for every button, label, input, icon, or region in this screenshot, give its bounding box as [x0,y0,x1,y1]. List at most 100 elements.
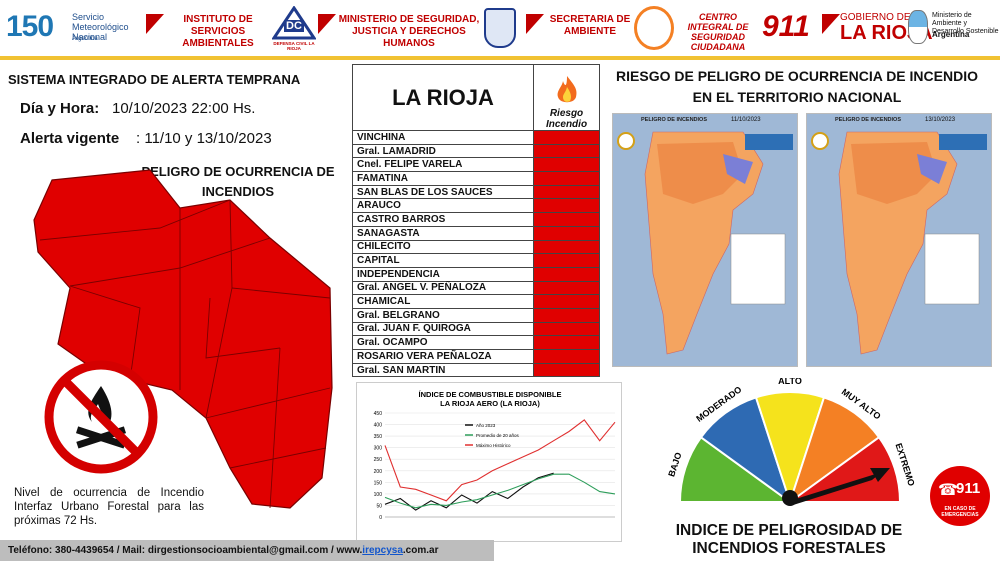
department-name: CASTRO BARROS [352,212,534,227]
flame-icon [557,76,577,103]
department-name: CHAMICAL [352,294,534,309]
gauge-needle-tip [870,468,890,482]
risk-cell [533,253,600,268]
table-row: CHAMICAL [352,294,600,309]
risk-cell [533,171,600,186]
table-row: SANAGASTA [352,225,600,241]
risk-cell [533,212,600,227]
table-row: SAN BLAS DE LOS SAUCES [352,184,600,200]
map-panel-1: PELIGRO DE INCENDIOS 11/10/2023 [612,113,798,367]
table-row: VINCHINA [352,130,600,145]
map1-ministry-icon [745,134,793,150]
header-divider [0,56,1000,60]
badge-911-number: 911 [956,480,981,497]
table-row: Gral. LAMADRID [352,143,600,159]
department-name: CHILECITO [352,239,534,255]
smn-logo: 150 Servicio Meteorológico Nacional Arge… [6,10,146,48]
y-tick-label: 300 [374,446,383,452]
series-line [384,419,616,502]
ministerio-seguridad-label: MINISTERIO DE SEGURIDAD, JUSTICIA Y DERE… [338,14,480,49]
legend-label: Promedio de 20 años [476,433,520,438]
risk-cell [533,335,600,350]
no-fire-sign [44,360,158,474]
phone-icon: ☎ [938,482,958,499]
dia-hora-value: 10/10/2023 22:00 Hs. [112,100,256,117]
y-tick-label: 150 [374,480,383,486]
red-flag-icon [822,14,840,34]
table-title: LA RIOJA [352,64,534,131]
table-row: Gral. OCAMPO [352,335,600,350]
risk-cell [533,321,600,337]
header-bar: 150 Servicio Meteorológico Nacional Arge… [0,0,1000,58]
department-name: SAN BLAS DE LOS SAUCES [352,184,534,200]
footer-link[interactable]: irepcysa [362,545,403,556]
gauge-label: ALTO [778,378,802,386]
risk-table: LA RIOJA Riesgo Incendio VINCHINA Gral. L… [352,64,600,378]
peligro-title: PELIGRO DE OCURRENCIA DE INCENDIOS [141,164,335,199]
department-name: Gral. JUAN F. QUIROGA [352,321,534,337]
footer-bar: Teléfono: 380-4439654 / Mail: dirgestion… [0,540,494,561]
table-row: CHILECITO [352,239,600,255]
la-rioja-map [33,169,333,509]
inst-servicios-label: INSTITUTO DE SERVICIOS AMBIENTALES [182,14,254,49]
department-name: Cnel. FELIPE VARELA [352,157,534,173]
gauge-label: BAJO [666,451,683,478]
police-shield-icon [484,8,516,48]
table-row: INDEPENDENCIA [352,266,600,282]
table-row: Gral. ANGEL V. PEÑALOZA [352,280,600,296]
risk-cell [533,239,600,255]
map2-ministry-icon [939,134,987,150]
map1-date: 11/10/2023 [731,117,761,123]
map2-title: PELIGRO DE INCENDIOS [835,117,902,123]
department-name: Gral. ANGEL V. PEÑALOZA [352,280,534,296]
red-flag-icon [146,14,164,34]
risk-cell [533,266,600,282]
risk-cell [533,362,600,378]
risk-cell [533,280,600,296]
map1-seal-icon [617,132,635,150]
risk-cell [533,184,600,200]
series-line [384,472,554,511]
dc-badge: DC [284,20,304,32]
chart-title-line-2: LA RIOJA AERO (LA RIOJA) [440,399,540,408]
y-tick-label: 100 [374,492,383,498]
table-row: Gral. JUAN F. QUIROGA [352,321,600,337]
red-flag-icon [526,14,544,34]
badge-911: ☎ 911 EN CASO DE EMERGENCIAS [930,466,990,526]
red-flag-icon [318,14,336,34]
y-tick-label: 450 [374,411,383,417]
centro-integral-label: CENTRO INTEGRAL DE SEGURIDAD CIUDADANA [687,12,749,52]
table-row: Cnel. FELIPE VARELA [352,157,600,173]
department-name: ARAUCO [352,198,534,214]
department-name: Gral. SAN MARTIN [352,362,534,378]
maps-title: RIESGO DE PELIGRO DE OCURRENCIA DE INCEN… [616,68,978,105]
risk-cell [533,307,600,323]
risk-cell [533,143,600,159]
no-fire-icon [44,360,158,474]
table-row: Gral. BELGRANO [352,307,600,323]
min-ambiente-country: Argentina [932,30,970,39]
y-tick-label: 400 [374,423,383,429]
smn-name: Servicio Meteorológico Nacional [72,12,129,42]
department-name: SANAGASTA [352,225,534,241]
department-name: INDEPENDENCIA [352,266,534,282]
secretaria-label: SECRETARIA DE AMBIENTE [549,14,631,37]
dia-hora-label: Día y Hora: [20,100,100,117]
911-label: 911 [762,10,810,43]
department-name: ROSARIO VERA PEÑALOZA [352,349,534,364]
gauge-needle [786,472,882,506]
department-name: Gral. BELGRANO [352,307,534,323]
smn-number: 150 [6,10,54,43]
footer-suffix: .com.ar [402,545,439,556]
gauge-segment [786,435,902,503]
department-name: Gral. LAMADRID [352,143,534,159]
smn-country: Argentina [72,36,98,42]
risk-header-label: Riesgo Incendio [545,108,588,130]
map-panel-2: PELIGRO DE INCENDIOS 13/10/2023 [806,113,992,367]
gobierno-top: GOBIERNO DE [840,12,911,23]
risk-cell [533,130,600,145]
department-name: VINCHINA [352,130,534,145]
defensa-civil-logo: DC DEFENSA CIVIL LA RIOJA [271,5,317,52]
risk-header-cell: Riesgo Incendio [533,64,600,131]
